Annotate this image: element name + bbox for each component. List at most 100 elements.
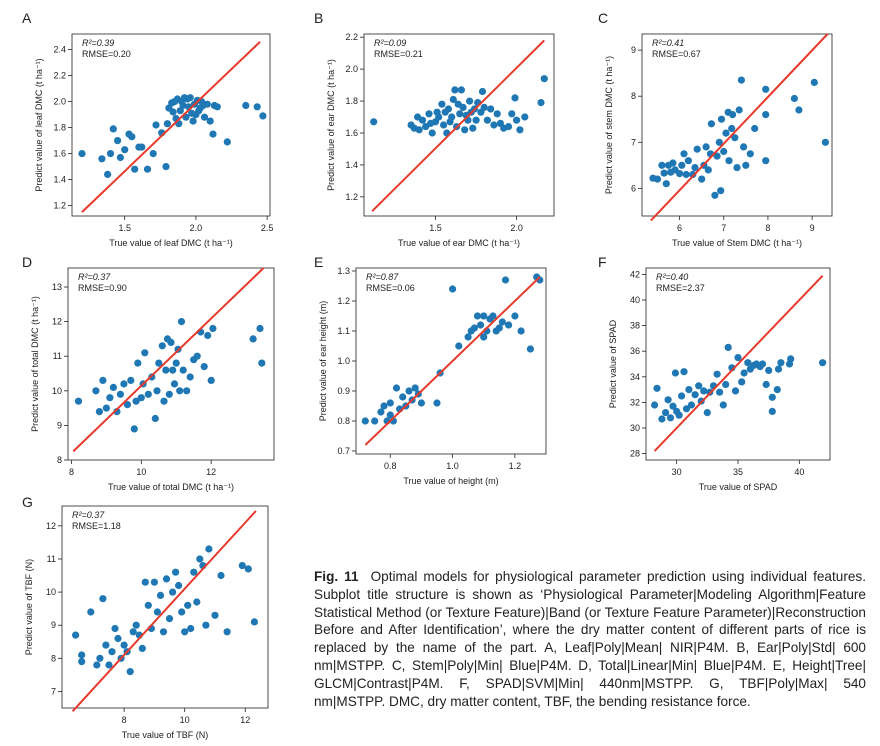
data-point [516, 126, 524, 134]
data-point [130, 425, 138, 433]
x-axis-label: True value of total DMC (t ha⁻¹) [108, 482, 234, 492]
y-tick-label: 1.0 [337, 356, 350, 366]
data-point [724, 343, 732, 351]
data-point [186, 94, 194, 102]
data-point [707, 120, 715, 128]
data-point [695, 382, 703, 390]
data-point [676, 170, 684, 178]
data-point [722, 129, 730, 137]
caption-text: Optimal models for physiological paramet… [314, 569, 866, 709]
data-point [392, 384, 401, 392]
data-point [184, 601, 192, 609]
data-point [155, 359, 163, 367]
x-tick-label: 2.0 [190, 223, 203, 233]
rmse-label: RMSE=0.21 [374, 49, 423, 59]
fit-line [72, 267, 265, 453]
data-point [675, 411, 683, 419]
data-point [169, 366, 177, 374]
scatter-chart-a: 1.5 2.0 2.5 1.2 1.4 1.6 1.8 2.0 2.2 2.4 True value… [34, 33, 273, 248]
y-tick-label: 8 [51, 653, 56, 663]
data-point [444, 105, 452, 113]
data-point [98, 155, 106, 163]
data-point [719, 401, 727, 409]
data-point [380, 402, 388, 410]
data-point [386, 411, 394, 419]
data-point [193, 352, 201, 360]
data-point [653, 175, 662, 183]
data-point [144, 390, 152, 398]
r-squared-label: R²=0.87 [366, 272, 399, 282]
x-tick-label: 8 [122, 715, 127, 725]
data-point [108, 648, 116, 656]
data-point [716, 388, 724, 396]
data-point [480, 333, 488, 341]
data-point [768, 393, 776, 401]
data-point [203, 100, 211, 108]
r-squared-label: R²=0.39 [82, 38, 114, 48]
data-point [762, 380, 770, 389]
data-point [751, 124, 759, 133]
data-point [478, 87, 487, 96]
data-point [223, 138, 231, 146]
y-tick-label: 1.6 [53, 149, 66, 159]
data-point [211, 611, 219, 619]
r-squared-label: R²=0.40 [656, 272, 688, 282]
data-point [361, 417, 369, 425]
data-point [698, 175, 706, 183]
data-point [472, 116, 480, 124]
y-tick-label: 9 [51, 620, 56, 630]
x-axis-label: True value of leaf DMC (t ha⁻¹) [109, 238, 232, 248]
x-tick-label: 1.0 [446, 461, 459, 471]
data-point [244, 565, 252, 573]
panel-letter: E [314, 254, 324, 270]
data-point [691, 391, 699, 399]
scatter-chart-d: 8 10 12 8 9 10 11 12 13 True value of total DMC (… [30, 267, 275, 492]
chart-panel-a: A 1.5 2.0 2.5 1.2 1.4 1.6 1.8 2.0 2.2 2.4 True val… [20, 10, 280, 250]
data-point [190, 568, 198, 576]
data-point [106, 150, 115, 158]
data-point [202, 621, 210, 629]
data-point [526, 345, 534, 353]
data-point [137, 394, 145, 402]
y-axis-label: Predict value of leaf DMC (t ha⁻¹) [34, 58, 44, 191]
data-point [795, 106, 803, 114]
data-point [132, 621, 140, 629]
data-point [678, 161, 686, 169]
data-point [209, 324, 217, 333]
data-point [666, 414, 675, 422]
data-point [127, 376, 135, 384]
data-point [167, 338, 175, 346]
data-point [405, 387, 413, 395]
y-axis-label: Predict value of ear DMC (t ha⁻¹) [326, 59, 336, 191]
data-point [449, 285, 457, 293]
data-point [123, 401, 131, 409]
y-tick-label: 10 [46, 587, 56, 597]
rmse-label: RMSE=0.90 [78, 283, 127, 293]
data-point [74, 397, 83, 405]
fit-line [371, 39, 545, 212]
data-point [658, 415, 666, 423]
data-point [242, 101, 250, 110]
data-point [99, 376, 107, 384]
data-point [738, 378, 746, 386]
data-point [790, 94, 798, 103]
data-point [762, 111, 770, 119]
scatter-chart-g: 8 10 12 7 8 9 10 11 12 True value of TBF (N) Predi… [24, 505, 269, 740]
data-point [720, 147, 728, 156]
data-point [162, 575, 171, 583]
y-tick-label: 40 [630, 295, 640, 305]
data-point [165, 615, 174, 623]
fit-line [653, 274, 824, 452]
data-point [99, 595, 107, 603]
data-point [490, 121, 498, 129]
data-point [489, 312, 497, 320]
figure-caption: Fig. 11 Optimal models for physiological… [314, 568, 866, 710]
data-point [149, 150, 157, 158]
data-point [740, 369, 748, 377]
data-point [186, 373, 194, 381]
data-point [737, 76, 745, 84]
data-point [440, 121, 448, 129]
y-tick-label: 10 [52, 386, 62, 396]
data-point [162, 366, 170, 374]
y-tick-label: 0.9 [337, 386, 350, 396]
